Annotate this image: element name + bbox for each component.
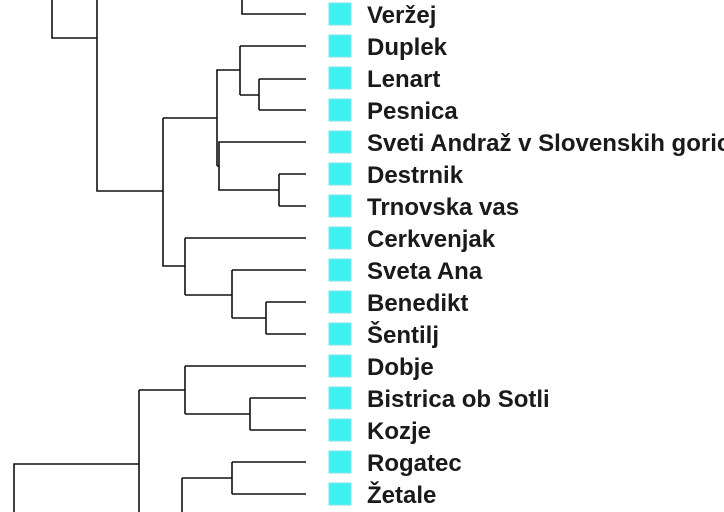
edge-andraz-destrnik [217, 141, 306, 207]
leaf-label: Kozje [367, 418, 431, 445]
edge-bottom-trunk [13, 389, 185, 512]
leaf-color-swatch [328, 194, 352, 218]
leaf-row: Žetale [328, 481, 436, 509]
leaf-color-swatch [328, 354, 352, 378]
leaf-row: Sveta Ana [328, 258, 483, 285]
leaf-list: Veržej Duplek Lenart Pesnica Sveti Andraž v … [328, 2, 724, 509]
edge-rogatec-zetale [181, 461, 306, 512]
leaf-label: Trnovska vas [367, 194, 519, 221]
edge-top-trunk [51, 0, 163, 192]
leaf-label: Pesnica [367, 98, 458, 125]
edge-subgroup-a1 [163, 69, 240, 166]
leaf-label: Lenart [367, 66, 440, 93]
edge-duplek-lenart-pesnica [239, 45, 306, 111]
leaf-color-swatch [328, 130, 352, 154]
leaf-label: Cerkvenjak [367, 226, 496, 253]
leaf-color-swatch [328, 418, 352, 442]
leaf-label: Bistrica ob Sotli [367, 386, 550, 413]
leaf-color-swatch [328, 450, 352, 474]
leaf-color-swatch [328, 162, 352, 186]
leaf-label: Žetale [367, 481, 436, 509]
leaf-color-swatch [328, 482, 352, 506]
leaf-label: Šentilj [367, 321, 439, 349]
leaf-row: Šentilj [328, 321, 439, 349]
leaf-color-swatch [328, 66, 352, 90]
leaf-color-swatch [328, 2, 352, 26]
leaf-label: Destrnik [367, 162, 464, 189]
edge-group-a [162, 118, 185, 267]
leaf-row: Rogatec [328, 450, 462, 477]
edge-verzej [241, 0, 306, 15]
leaf-color-swatch [328, 386, 352, 410]
edge-bistrica-kozje [249, 397, 306, 431]
leaf-label: Sveti Andraž v Slovenskih goricah [367, 130, 724, 157]
edge-subgroup-a2 [184, 237, 306, 296]
leaf-color-swatch [328, 34, 352, 58]
leaf-row: Cerkvenjak [328, 226, 496, 253]
leaf-row: Trnovska vas [328, 194, 519, 221]
leaf-row: Kozje [328, 418, 431, 445]
leaf-color-swatch [328, 258, 352, 282]
leaf-row: Benedikt [328, 290, 468, 317]
dendrogram-edges [13, 0, 306, 512]
leaf-row: Duplek [328, 34, 448, 61]
leaf-label: Dobje [367, 354, 434, 381]
leaf-row: Dobje [328, 354, 434, 381]
leaf-color-swatch [328, 290, 352, 314]
leaf-row: Destrnik [328, 162, 464, 189]
leaf-color-swatch [328, 226, 352, 250]
leaf-row: Bistrica ob Sotli [328, 386, 550, 413]
leaf-row: Sveti Andraž v Slovenskih goricah [328, 130, 724, 157]
leaf-row: Veržej [328, 2, 436, 29]
leaf-label: Duplek [367, 34, 448, 61]
leaf-label: Veržej [367, 2, 436, 29]
edge-ana-benedikt-sentilj [231, 269, 306, 335]
leaf-color-swatch [328, 322, 352, 346]
leaf-color-swatch [328, 98, 352, 122]
leaf-row: Lenart [328, 66, 440, 93]
leaf-label: Benedikt [367, 290, 468, 317]
leaf-label: Sveta Ana [367, 258, 483, 285]
leaf-label: Rogatec [367, 450, 462, 477]
leaf-row: Pesnica [328, 98, 458, 125]
edge-dobje-group [184, 365, 306, 415]
